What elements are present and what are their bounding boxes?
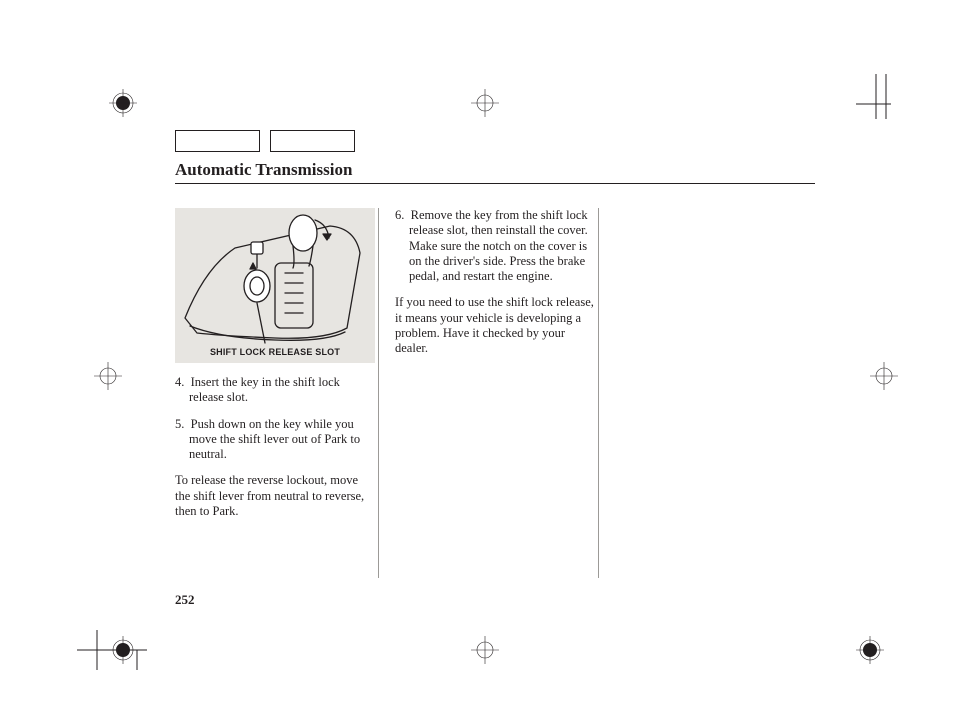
reg-mark-top-left (109, 89, 137, 117)
column-separator-1 (378, 208, 379, 578)
page-title: Automatic Transmission (175, 160, 352, 180)
reg-mark-top-center (471, 89, 499, 117)
column-2: 6. Remove the key from the shift lock re… (395, 208, 595, 578)
step-6: 6. Remove the key from the shift lock re… (395, 208, 595, 284)
crop-mark-bottom-left-1 (77, 620, 147, 675)
content-columns: SHIFT LOCK RELEASE SLOT 4. Insert the ke… (175, 208, 815, 578)
tab-box-1 (175, 130, 260, 152)
step-4: 4. Insert the key in the shift lock rele… (175, 375, 375, 406)
step-5: 5. Push down on the key while you move t… (175, 417, 375, 463)
figure-caption: SHIFT LOCK RELEASE SLOT (175, 347, 375, 358)
reg-mark-left-center (94, 362, 122, 390)
shift-lock-figure: SHIFT LOCK RELEASE SLOT (175, 208, 375, 363)
column-3 (615, 208, 815, 578)
column-separator-2 (598, 208, 599, 578)
tab-box-2 (270, 130, 355, 152)
col2-para-1: If you need to use the shift lock releas… (395, 295, 595, 356)
reg-mark-bottom-right (856, 636, 884, 664)
crop-mark-top-right (856, 74, 906, 129)
header-tab-boxes (175, 130, 355, 152)
reg-mark-bottom-center (471, 636, 499, 664)
column-1: SHIFT LOCK RELEASE SLOT 4. Insert the ke… (175, 208, 375, 578)
col1-para-1: To release the reverse lockout, move the… (175, 473, 375, 519)
title-rule (175, 183, 815, 184)
reg-mark-right-center (870, 362, 898, 390)
page-number: 252 (175, 592, 195, 608)
